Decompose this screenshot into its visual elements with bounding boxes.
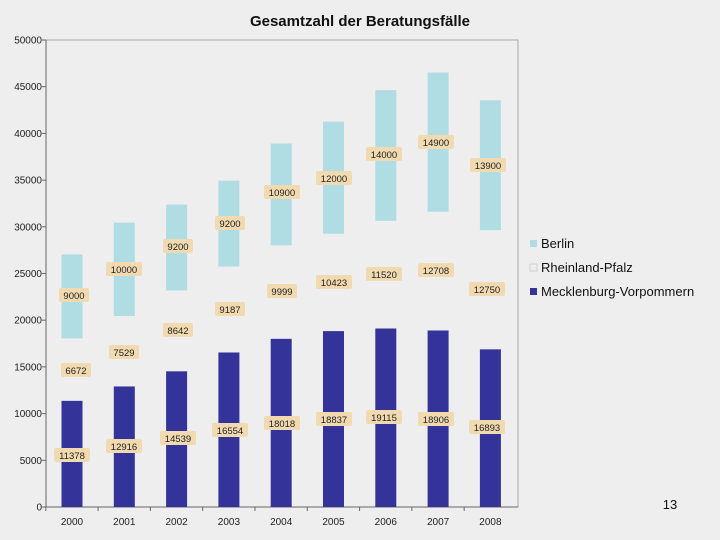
y-tick-label: 15000 [14, 362, 42, 373]
data-label: 9000 [63, 291, 84, 302]
data-label: 7529 [113, 348, 134, 359]
data-label-box [160, 431, 196, 445]
x-tick-label: 2003 [218, 517, 241, 528]
x-tick-label: 2008 [479, 517, 502, 528]
x-tick-label: 2000 [61, 517, 84, 528]
axes: 0 5000 10000 15000 20000 25000 30000 35000 40000… [14, 36, 519, 528]
legend-label: Mecklenburg-Vorpommern [541, 284, 694, 299]
data-label-box [366, 267, 402, 281]
x-tick-label: 2004 [270, 517, 293, 528]
data-label-box [163, 239, 193, 253]
data-label-box [163, 323, 193, 337]
y-tick-label: 5000 [20, 456, 43, 467]
y-tick-label: 25000 [14, 269, 42, 280]
y-tick-label: 35000 [14, 176, 42, 187]
data-label: 10900 [269, 188, 295, 199]
x-tick-label: 2002 [165, 517, 188, 528]
data-label: 9187 [219, 305, 240, 316]
data-label: 18837 [321, 415, 347, 426]
y-tick-label: 10000 [14, 409, 42, 420]
data-label-box [264, 416, 300, 430]
page-number: 13 [663, 497, 677, 512]
legend-label: Berlin [541, 236, 574, 251]
data-label-box [106, 262, 142, 276]
legend-swatch [530, 288, 537, 295]
data-label: 18018 [269, 419, 295, 430]
data-label-box [418, 412, 454, 426]
data-label-box [316, 171, 352, 185]
data-label-box [316, 275, 352, 289]
y-tick-label: 40000 [14, 129, 42, 140]
y-tick-label: 50000 [14, 36, 42, 47]
data-label: 11378 [59, 451, 85, 462]
legend-swatch [529, 263, 538, 272]
data-label: 11520 [371, 270, 397, 281]
data-label: 9200 [219, 219, 240, 230]
data-label-box [267, 284, 297, 298]
data-label: 6672 [65, 366, 86, 377]
data-label: 8642 [167, 326, 188, 337]
legend-label: Rheinland-Pfalz [541, 260, 633, 275]
data-label-box [61, 363, 91, 377]
data-label-box [418, 263, 454, 277]
data-label: 12000 [321, 174, 347, 185]
legend-swatch [530, 240, 537, 247]
data-label: 18906 [423, 415, 449, 426]
data-label: 9999 [271, 287, 292, 298]
data-label: 12708 [423, 266, 449, 277]
data-label: 10000 [111, 265, 137, 276]
y-tick-label: 30000 [14, 222, 42, 233]
data-label: 14000 [371, 150, 397, 161]
data-label-box [316, 412, 352, 426]
y-tick-label: 0 [36, 503, 42, 514]
data-label: 10423 [321, 278, 347, 289]
x-tick-label: 2007 [427, 517, 450, 528]
data-label-box [366, 410, 402, 424]
data-label-box [106, 439, 142, 453]
data-label-box [470, 158, 506, 172]
data-label-box [469, 420, 505, 434]
data-label-box [109, 345, 139, 359]
data-labels: 11378 12916 14539 16554 18018 18837 19115 18906… [54, 135, 506, 462]
data-label-box [469, 282, 505, 296]
legend: Berlin Rheinland-Pfalz Mecklenburg-Vorpomm… [529, 236, 694, 299]
data-label: 12750 [474, 285, 500, 296]
data-label-box [215, 216, 245, 230]
data-label: 14900 [423, 138, 449, 149]
data-label: 9200 [167, 242, 188, 253]
data-label: 13900 [475, 161, 501, 172]
chart-title: Gesamtzahl der Beratungsfälle [250, 13, 470, 30]
x-tick-label: 2006 [375, 517, 398, 528]
data-label: 12916 [111, 442, 137, 453]
x-tick-label: 2001 [113, 517, 136, 528]
data-label-box [264, 185, 300, 199]
y-tick-label: 20000 [14, 316, 42, 327]
data-label: 16554 [217, 426, 243, 437]
data-label-box [59, 288, 89, 302]
x-tick-label: 2005 [322, 517, 345, 528]
data-label: 19115 [371, 413, 397, 424]
data-label-box [215, 302, 245, 316]
data-label-box [54, 448, 90, 462]
data-label-box [366, 147, 402, 161]
data-label: 16893 [474, 423, 500, 434]
y-tick-label: 45000 [14, 82, 42, 93]
data-label: 14539 [165, 434, 191, 445]
data-label-box [212, 423, 248, 437]
data-label-box [418, 135, 454, 149]
